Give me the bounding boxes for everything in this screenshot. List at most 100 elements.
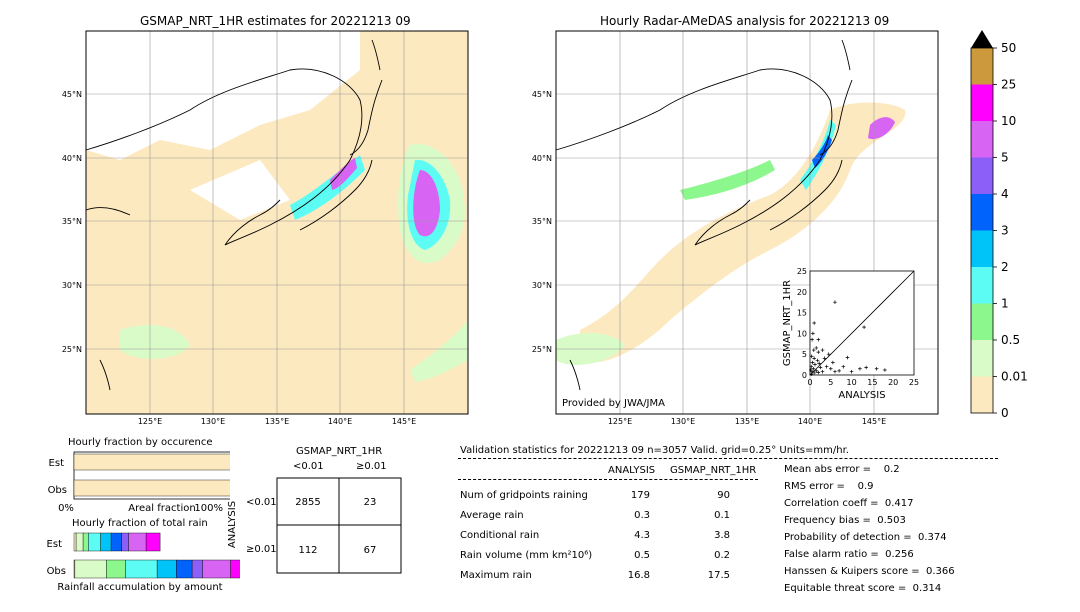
left-map: 45°N 40°N 35°N 30°N 25°N 125°E 130°E 135… bbox=[62, 30, 469, 426]
validation-row-label: Rain volume (mm km²10⁶) bbox=[460, 550, 593, 561]
scatter-point bbox=[812, 321, 816, 325]
scatter-y-tick: 25 bbox=[797, 267, 807, 276]
left-lon-label: 140°E bbox=[328, 417, 352, 426]
colorbar-segment bbox=[971, 340, 993, 377]
right-lon-label: 130°E bbox=[671, 417, 695, 426]
fraction-bar-segment bbox=[88, 532, 101, 552]
scatter-y-tick: 0 bbox=[802, 371, 807, 380]
scatter-point bbox=[816, 337, 821, 342]
validation-row-analysis: 179 bbox=[630, 490, 650, 501]
validation-score: Frequency bias = 0.503 bbox=[784, 515, 906, 526]
scatter-point bbox=[824, 364, 829, 369]
scatter-x-tick: 20 bbox=[888, 378, 898, 387]
scatter-x-tick: 15 bbox=[867, 378, 877, 387]
validation-row-analysis: 0.5 bbox=[634, 550, 650, 561]
fraction-bar-segment bbox=[125, 559, 158, 579]
fraction-bar-segment bbox=[176, 559, 193, 579]
contingency-grid: 2855 23 112 67 bbox=[276, 477, 402, 574]
left-lon-label: 135°E bbox=[265, 417, 289, 426]
colorbar-tick-label: 50 bbox=[1001, 41, 1016, 55]
scatter-point bbox=[841, 364, 846, 369]
scatter-ticks: 00 5 5 10 10 15 15 20 20 25 25 bbox=[797, 267, 919, 387]
scatter-point bbox=[811, 366, 816, 371]
scatter-points bbox=[809, 300, 887, 376]
contingency-col-header-ge: ≥0.01 bbox=[356, 461, 387, 472]
total-rain-title: Hourly fraction of total rain bbox=[72, 518, 208, 529]
scatter-point bbox=[811, 348, 816, 352]
scatter-x-tick: 25 bbox=[909, 378, 919, 387]
right-lat-label: 30°N bbox=[532, 281, 552, 290]
validation-header-rule bbox=[458, 458, 998, 459]
colorbar-segment bbox=[971, 48, 993, 85]
left-map-rain-sw bbox=[120, 325, 190, 360]
scatter-point bbox=[810, 360, 815, 365]
fraction-bar-segment bbox=[202, 559, 231, 579]
scatter-point bbox=[820, 369, 825, 374]
scatter-point bbox=[822, 356, 827, 361]
scatter-x-tick: 10 bbox=[847, 378, 857, 387]
contingency-cell: 2855 bbox=[295, 497, 320, 508]
scatter-point bbox=[849, 369, 854, 374]
left-map-rain-honshu-heavy bbox=[330, 158, 357, 190]
validation-row-gsmap: 3.8 bbox=[714, 530, 730, 541]
right-lon-label: 145°E bbox=[862, 417, 886, 426]
left-map-rain-south bbox=[410, 320, 468, 382]
colorbar-segments bbox=[971, 48, 993, 413]
scatter-point bbox=[809, 372, 814, 376]
scatter-point bbox=[810, 337, 814, 342]
contingency-cell: 67 bbox=[364, 545, 377, 556]
contingency-cell: 112 bbox=[298, 545, 317, 556]
left-map-clear-area bbox=[86, 31, 360, 160]
scatter-point bbox=[864, 365, 868, 370]
validation-col-analysis: ANALYSIS bbox=[608, 465, 656, 476]
left-map-rain-heavy bbox=[413, 170, 440, 237]
validation-col-gsmap: GSMAP_NRT_1HR bbox=[670, 465, 757, 476]
right-map-rain-heavy bbox=[868, 117, 895, 140]
left-map-title: GSMAP_NRT_1HR estimates for 20221213 09 bbox=[140, 14, 411, 28]
scatter-point bbox=[845, 355, 850, 360]
occurrence-chart: Est Obs 0% Areal fraction 100% bbox=[48, 451, 230, 514]
left-map-coastlines bbox=[85, 39, 383, 391]
colorbar-extend-arrow bbox=[971, 30, 993, 48]
scatter-point bbox=[820, 348, 825, 352]
scatter-point bbox=[811, 331, 815, 336]
right-map-coastlines bbox=[555, 39, 853, 391]
colorbar: 0 0.01 0.5 1 2 3 4 5 10 25 50 bbox=[970, 30, 1028, 420]
contingency-row-header-ge: ≥0.01 bbox=[246, 544, 277, 555]
fraction-bar-segment bbox=[106, 559, 126, 579]
validation-row-gsmap: 0.2 bbox=[714, 550, 730, 561]
colorbar-segment bbox=[971, 267, 993, 304]
fraction-bar-segment bbox=[121, 532, 129, 552]
total-rain-row-est: Est bbox=[47, 539, 63, 550]
scatter-point bbox=[814, 369, 819, 373]
occurrence-row-est: Est bbox=[49, 458, 65, 469]
fraction-bar-segment bbox=[156, 559, 177, 579]
right-map-rain-light bbox=[680, 160, 775, 200]
right-lat-label: 40°N bbox=[532, 154, 552, 163]
colorbar-segment bbox=[971, 84, 993, 121]
scatter-point bbox=[817, 361, 821, 366]
colorbar-segment bbox=[971, 376, 993, 413]
validation-score: False alarm ratio = 0.256 bbox=[784, 549, 914, 560]
scatter-point bbox=[816, 350, 821, 354]
right-lat-label: 25°N bbox=[532, 345, 552, 354]
validation-score: RMS error = 0.9 bbox=[784, 481, 874, 492]
left-lat-label: 25°N bbox=[62, 345, 82, 354]
right-map-grid bbox=[556, 31, 938, 414]
validation-score: Hanssen & Kuipers score = 0.366 bbox=[784, 566, 955, 577]
colorbar-tick-label: 4 bbox=[1001, 187, 1009, 201]
scatter-point bbox=[815, 358, 820, 363]
fraction-bar-segment bbox=[110, 532, 122, 552]
scatter-point bbox=[833, 300, 837, 304]
total-rain-row-obs: Obs bbox=[47, 566, 66, 577]
validation-row-label: Maximum rain bbox=[460, 570, 532, 581]
colorbar-tick-label: 25 bbox=[1001, 78, 1016, 92]
right-lon-label: 125°E bbox=[608, 417, 632, 426]
contingency-row-label: ANALYSIS bbox=[227, 500, 239, 549]
scatter-point bbox=[862, 325, 866, 329]
validation-row-analysis: 4.3 bbox=[634, 530, 650, 541]
colorbar-tick-label: 1 bbox=[1001, 297, 1009, 311]
scatter-ylabel: GSMAP_NRT_1HR bbox=[782, 280, 793, 366]
colorbar-tick-label: 0.5 bbox=[1001, 333, 1020, 347]
left-lon-label: 125°E bbox=[138, 417, 162, 426]
